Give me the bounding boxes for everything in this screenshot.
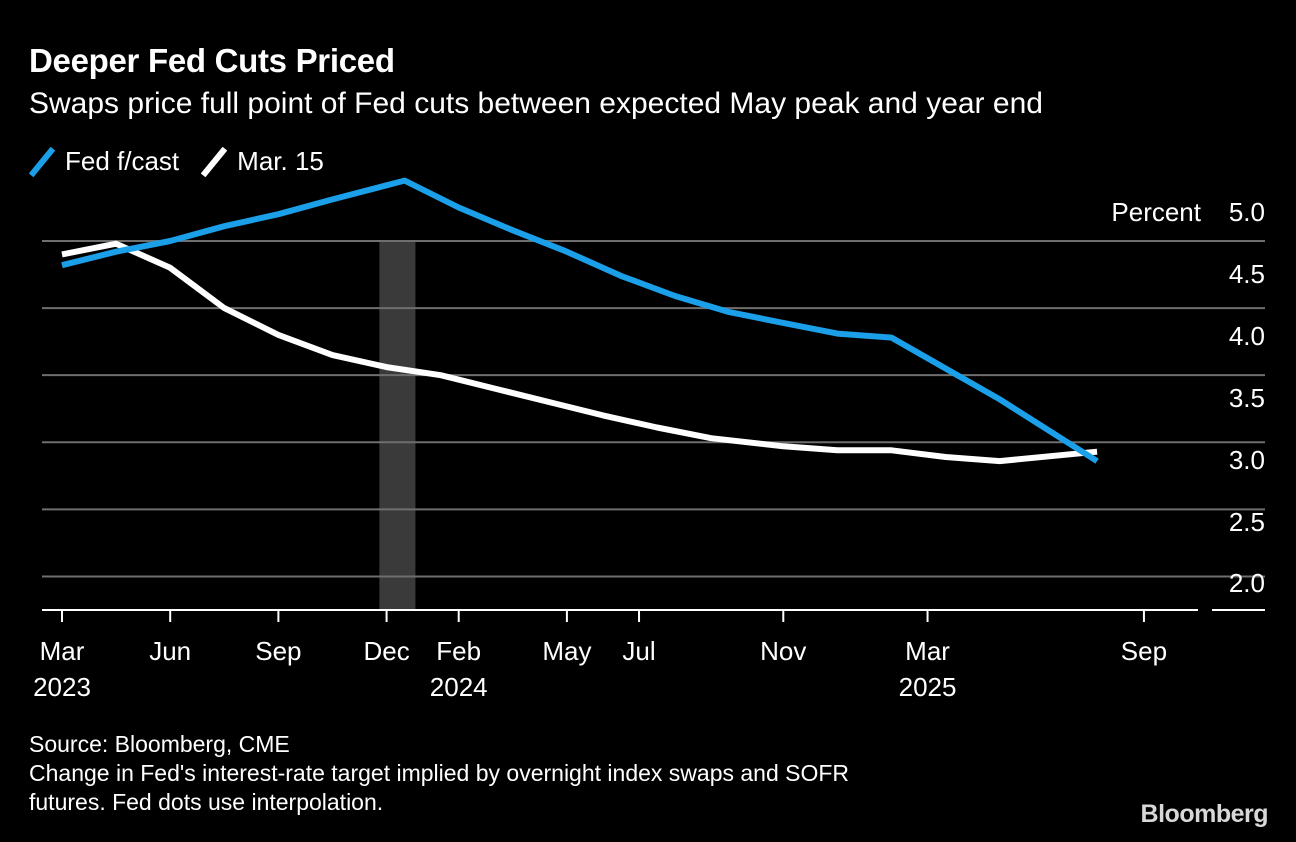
x-tick-label: Dec (363, 636, 409, 666)
x-tick-label: Jul (622, 636, 655, 666)
x-tick-label: Nov (760, 636, 806, 666)
methodology-note-line-2: futures. Fed dots use interpolation. (29, 789, 384, 815)
x-tick-year-label: 2024 (430, 672, 488, 702)
legend-item-fed-fcast: Fed f/cast (29, 146, 179, 177)
y-tick-label: 2.0 (1229, 568, 1265, 598)
x-tick-label: May (542, 636, 591, 666)
legend-label-mar-15: Mar. 15 (237, 146, 324, 176)
x-tick-label: Sep (1121, 636, 1167, 666)
x-tick-label: Sep (255, 636, 301, 666)
bloomberg-logo: Bloomberg (1140, 800, 1269, 828)
x-tick-label: Feb (436, 636, 481, 666)
source-note: Source: Bloomberg, CME (29, 731, 290, 757)
x-tick-label: Mar (40, 636, 85, 666)
legend-label-fed-fcast: Fed f/cast (65, 146, 180, 176)
x-tick-label: Jun (149, 636, 191, 666)
x-tick-year-label: 2025 (899, 672, 957, 702)
chart-title: Deeper Fed Cuts Priced (29, 42, 395, 79)
x-tick-label: Mar (905, 636, 950, 666)
legend: Fed f/cast Mar. 15 (29, 146, 346, 177)
y-tick-label: 4.5 (1229, 259, 1265, 289)
y-tick-label: 2.5 (1229, 507, 1265, 537)
y-tick-label: 5.0 (1229, 197, 1265, 227)
legend-swatch-mar-15 (201, 146, 228, 177)
footer: Source: Bloomberg, CME Change in Fed's i… (29, 730, 849, 817)
highlight-band (379, 241, 416, 610)
chart-subtitle: Swaps price full point of Fed cuts betwe… (29, 87, 1043, 120)
methodology-note-line-1: Change in Fed's interest-rate target imp… (29, 760, 850, 786)
legend-swatch-fed-fcast (29, 146, 55, 177)
x-tick-year-label: 2023 (33, 672, 91, 702)
series-line-fed-fcast (61, 177, 1099, 464)
y-axis-label: Percent (1111, 197, 1201, 227)
y-tick-label: 3.0 (1229, 445, 1265, 475)
legend-item-mar-15: Mar. 15 (201, 146, 324, 177)
series-line-mar-15 (61, 240, 1098, 465)
y-tick-label: 4.0 (1229, 321, 1265, 351)
y-tick-label: 3.5 (1229, 383, 1265, 413)
